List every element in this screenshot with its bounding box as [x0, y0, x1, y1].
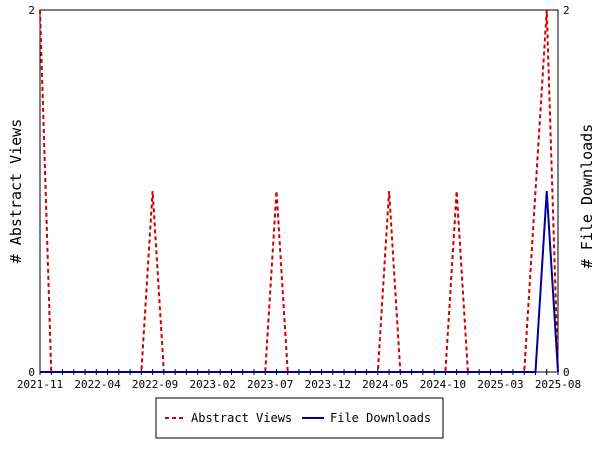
y-right-label-bottom: 0	[563, 366, 570, 379]
series-line-file-downloads	[40, 190, 559, 373]
legend: Abstract Views File Downloads	[155, 397, 444, 439]
x-tick-label: 2025-08	[535, 378, 581, 391]
legend-label-file-downloads: File Downloads	[330, 411, 431, 425]
x-tick-label: 2021-11	[17, 378, 63, 391]
y-axis-left-title: # Abstract Views	[7, 119, 25, 264]
y-left-label-bottom: 0	[28, 366, 35, 379]
x-tick-label: 2022-04	[74, 378, 121, 391]
x-tick-label: 2024-05	[362, 378, 408, 391]
y-left-label-top: 2	[28, 4, 35, 17]
y-axis-right-title: # File Downloads	[578, 124, 596, 269]
x-tick-label: 2025-03	[477, 378, 523, 391]
y-right-label-top: 2	[563, 4, 570, 17]
series-layer	[39, 9, 559, 373]
x-tick-label: 2023-02	[189, 378, 235, 391]
x-tick-label: 2024-10	[420, 378, 466, 391]
legend-box	[155, 397, 444, 439]
plot-area	[39, 9, 559, 373]
x-axis-labels: 2021-11 2022-04 2022-09 2023-02 2023-07 2023-…	[17, 378, 581, 391]
x-tick-label: 2023-07	[247, 378, 293, 391]
x-tick-label: 2023-12	[305, 378, 351, 391]
x-tick-label: 2022-09	[132, 378, 178, 391]
legend-label-abstract-views: Abstract Views	[191, 411, 292, 425]
